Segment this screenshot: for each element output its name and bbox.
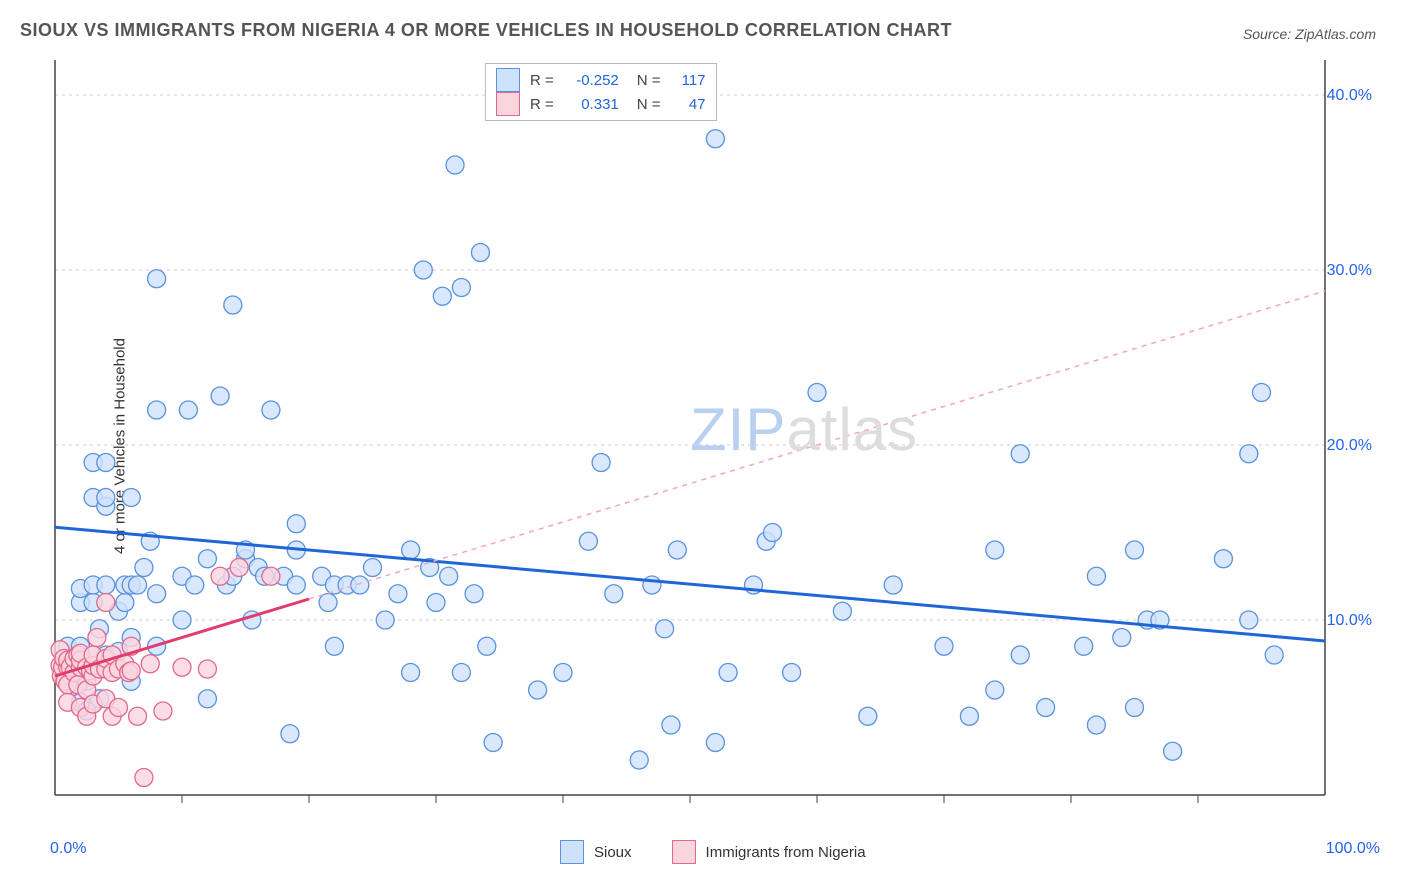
legend-swatch-sioux bbox=[560, 840, 584, 864]
legend-label-sioux: Sioux bbox=[594, 844, 632, 861]
swatch-nigeria bbox=[496, 92, 520, 116]
stats-row-nigeria: R = 0.331 N = 47 bbox=[496, 92, 706, 116]
svg-text:30.0%: 30.0% bbox=[1327, 262, 1372, 279]
stats-row-sioux: R = -0.252 N = 117 bbox=[496, 68, 706, 92]
swatch-sioux bbox=[496, 68, 520, 92]
svg-text:10.0%: 10.0% bbox=[1327, 612, 1372, 629]
scatter-svg: 10.0% 20.0% 30.0% 40.0% bbox=[50, 55, 1380, 815]
svg-text:20.0%: 20.0% bbox=[1327, 437, 1372, 454]
r-value-nigeria: 0.331 bbox=[564, 96, 619, 113]
legend-swatch-nigeria bbox=[672, 840, 696, 864]
x-min-label: 0.0% bbox=[50, 840, 86, 858]
plot-area: 10.0%20.0%30.0%40.0% ZIPatlas R = -0.252… bbox=[50, 55, 1380, 815]
svg-text:40.0%: 40.0% bbox=[1327, 87, 1372, 104]
source-attribution: Source: ZipAtlas.com bbox=[1243, 26, 1376, 42]
r-value-sioux: -0.252 bbox=[564, 72, 619, 89]
series-legend: Sioux Immigrants from Nigeria bbox=[560, 840, 866, 864]
x-max-label: 100.0% bbox=[1326, 840, 1380, 858]
n-value-sioux: 117 bbox=[671, 72, 706, 89]
legend-label-nigeria: Immigrants from Nigeria bbox=[706, 844, 866, 861]
stats-legend: R = -0.252 N = 117 R = 0.331 N = 47 bbox=[485, 63, 717, 121]
chart-title: SIOUX VS IMMIGRANTS FROM NIGERIA 4 OR MO… bbox=[20, 20, 952, 41]
n-value-nigeria: 47 bbox=[671, 96, 706, 113]
